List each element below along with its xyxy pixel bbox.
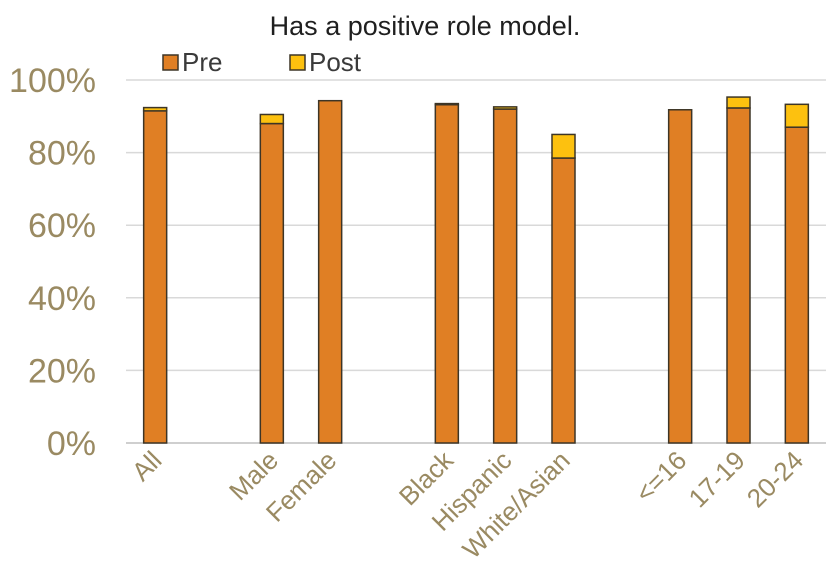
gridlines (126, 79, 826, 444)
y-tick-label: 80% (28, 135, 96, 173)
bar-post-6 (492, 106, 518, 110)
bar-post-11 (784, 103, 810, 128)
y-tick-label: 40% (28, 280, 96, 318)
bar-pre-6 (492, 108, 518, 444)
bar-pre-2 (259, 122, 285, 444)
y-tick-label: 0% (47, 425, 96, 463)
y-tick-label: 20% (28, 352, 96, 390)
bar-pre-0 (142, 110, 168, 444)
y-axis-ticks: 0% 20% 40% 60% 80% 100% (9, 62, 96, 463)
bar-post-7 (551, 133, 576, 159)
bar-pre-9 (667, 109, 693, 444)
bar-post-2 (259, 113, 285, 125)
chart-title: Has a positive role model. (270, 11, 581, 41)
bar-pre-10 (726, 107, 751, 444)
legend-swatch-post (289, 54, 306, 71)
x-tick-label: 20-24 (741, 445, 809, 513)
x-tick-label: <=16 (629, 445, 692, 508)
y-tick-label: 60% (28, 207, 96, 245)
x-tick-label: All (126, 445, 168, 487)
y-tick-label: 100% (9, 62, 96, 100)
x-tick-label: 17-19 (683, 445, 751, 513)
legend-swatch-pre (162, 54, 179, 71)
legend-label-pre: Pre (182, 47, 222, 77)
bar-post-0 (142, 106, 168, 112)
bar-pre-3 (317, 99, 343, 444)
bar-pre-7 (551, 157, 576, 444)
bars (142, 96, 810, 444)
bar-pre-11 (784, 126, 810, 444)
bar-post-10 (726, 96, 751, 109)
bar-post-5 (434, 102, 460, 106)
legend-label-post: Post (309, 47, 362, 77)
legend: Pre Post (162, 47, 362, 77)
bar-pre-5 (434, 103, 460, 444)
